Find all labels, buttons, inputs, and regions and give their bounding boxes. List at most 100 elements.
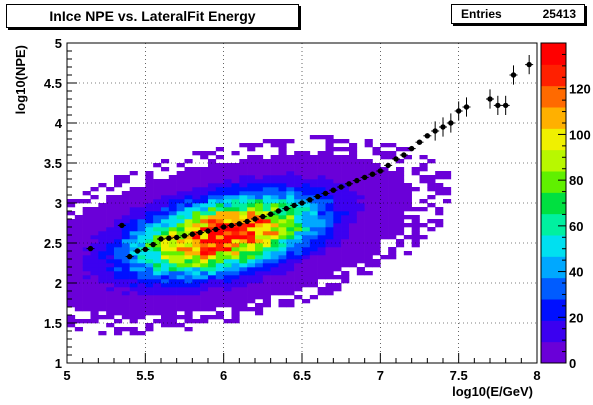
heatmap-cell bbox=[208, 247, 217, 252]
colorbar-segment bbox=[541, 107, 566, 129]
heatmap-cell bbox=[255, 275, 264, 280]
heatmap-cell bbox=[388, 215, 397, 220]
heatmap-cell bbox=[364, 179, 373, 184]
heatmap-cell bbox=[168, 263, 177, 268]
heatmap-cell bbox=[302, 219, 311, 224]
heatmap-cell bbox=[333, 275, 342, 280]
heatmap-cell bbox=[192, 255, 201, 260]
heatmap-cell bbox=[247, 211, 256, 216]
heatmap-cell bbox=[121, 259, 130, 264]
heatmap-cell bbox=[286, 207, 295, 212]
heatmap-cell bbox=[98, 295, 107, 300]
heatmap-cell bbox=[286, 211, 295, 216]
heatmap-cell bbox=[161, 307, 170, 312]
heatmap-cell bbox=[239, 167, 248, 172]
heatmap-cell bbox=[341, 231, 350, 236]
heatmap-cell bbox=[294, 215, 303, 220]
heatmap-cell bbox=[317, 231, 326, 236]
heatmap-cell bbox=[137, 211, 146, 216]
heatmap-cell bbox=[239, 199, 248, 204]
heatmap-cell bbox=[168, 283, 177, 288]
heatmap-cell bbox=[106, 311, 115, 316]
heatmap-cell bbox=[231, 299, 240, 304]
heatmap-cell bbox=[341, 235, 350, 240]
heatmap-cell bbox=[302, 155, 311, 160]
heatmap-cell bbox=[67, 279, 76, 284]
heatmap-cell bbox=[278, 275, 287, 280]
y-tick-label: 1.5 bbox=[44, 316, 62, 331]
heatmap-cell bbox=[341, 271, 350, 276]
heatmap-cell bbox=[184, 175, 193, 180]
heatmap-cell bbox=[200, 203, 209, 208]
heatmap-cell bbox=[270, 215, 279, 220]
heatmap-cell bbox=[349, 171, 358, 176]
heatmap-cell bbox=[184, 187, 193, 192]
heatmap-cell bbox=[82, 227, 91, 232]
heatmap-cell bbox=[176, 219, 185, 224]
heatmap-cell bbox=[356, 211, 365, 216]
heatmap-cell bbox=[145, 251, 154, 256]
heatmap-cell bbox=[114, 255, 123, 260]
heatmap-cell bbox=[168, 191, 177, 196]
heatmap-cell bbox=[82, 259, 91, 264]
heatmap-cell bbox=[200, 171, 209, 176]
heatmap-cell bbox=[270, 187, 279, 192]
heatmap-cell bbox=[231, 263, 240, 268]
heatmap-cell bbox=[278, 163, 287, 168]
heatmap-cell bbox=[294, 203, 303, 208]
heatmap-cell bbox=[145, 327, 154, 332]
heatmap-cell bbox=[317, 155, 326, 160]
y-tick-label: 1 bbox=[55, 356, 62, 371]
heatmap-cell bbox=[286, 187, 295, 192]
heatmap-cell bbox=[317, 163, 326, 168]
heatmap-cell bbox=[317, 235, 326, 240]
profile-point bbox=[416, 139, 423, 145]
heatmap-cell bbox=[325, 227, 334, 232]
heatmap-cell bbox=[302, 183, 311, 188]
heatmap-cell bbox=[380, 179, 389, 184]
heatmap-cell bbox=[341, 215, 350, 220]
heatmap-cell bbox=[168, 251, 177, 256]
heatmap-cell bbox=[349, 203, 358, 208]
heatmap-cell bbox=[153, 207, 162, 212]
heatmap-cell bbox=[396, 227, 405, 232]
heatmap-cell bbox=[364, 239, 373, 244]
heatmap-cell bbox=[435, 171, 444, 176]
heatmap-cell bbox=[270, 259, 279, 264]
heatmap-cell bbox=[137, 259, 146, 264]
heatmap-cell bbox=[153, 247, 162, 252]
heatmap-cell bbox=[161, 203, 170, 208]
heatmap-cell bbox=[380, 171, 389, 176]
heatmap-cell bbox=[302, 259, 311, 264]
heatmap-cell bbox=[106, 275, 115, 280]
heatmap-cell bbox=[317, 215, 326, 220]
heatmap-cell bbox=[192, 227, 201, 232]
heatmap-cell bbox=[262, 263, 271, 268]
heatmap-cell bbox=[255, 171, 264, 176]
heatmap-cell bbox=[184, 195, 193, 200]
heatmap-cell bbox=[114, 231, 123, 236]
heatmap-cell bbox=[90, 267, 99, 272]
heatmap-cell bbox=[247, 199, 256, 204]
heatmap-cell bbox=[223, 231, 232, 236]
heatmap-cell bbox=[380, 211, 389, 216]
heatmap-cell bbox=[121, 247, 130, 252]
heatmap-cell bbox=[90, 299, 99, 304]
heatmap-cell bbox=[341, 191, 350, 196]
heatmap-cell bbox=[106, 315, 115, 320]
heatmap-cell bbox=[184, 271, 193, 276]
heatmap-cell bbox=[121, 311, 130, 316]
heatmap-cell bbox=[302, 207, 311, 212]
heatmap-cell bbox=[129, 215, 138, 220]
heatmap-cell bbox=[98, 243, 107, 248]
heatmap-cell bbox=[129, 255, 138, 260]
heatmap-cell bbox=[82, 307, 91, 312]
heatmap-cell bbox=[161, 223, 170, 228]
heatmap-cell bbox=[153, 179, 162, 184]
heatmap-cell bbox=[82, 251, 91, 256]
heatmap-cell bbox=[67, 239, 76, 244]
heatmap-cell bbox=[270, 243, 279, 248]
heatmap-cell bbox=[388, 171, 397, 176]
heatmap-cell bbox=[270, 191, 279, 196]
heatmap-cell bbox=[168, 275, 177, 280]
